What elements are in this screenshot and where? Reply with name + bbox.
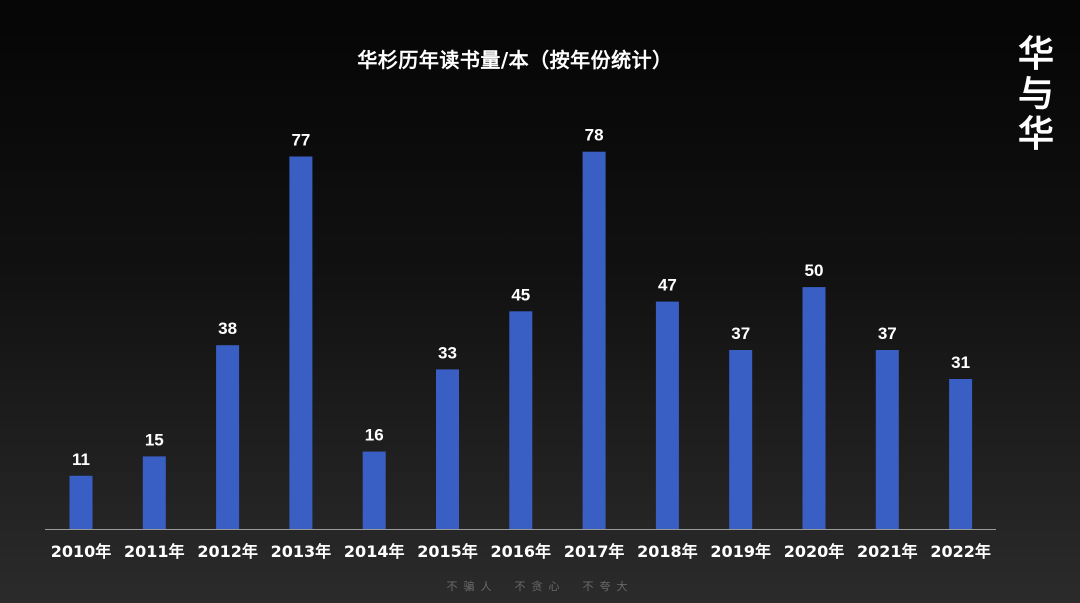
- bar-2010年: [69, 475, 93, 529]
- x-tick-label: 2012年: [197, 542, 258, 561]
- x-tick-label: 2021年: [857, 542, 918, 561]
- data-label: 78: [585, 126, 604, 145]
- x-tick-label: 2014年: [344, 542, 405, 561]
- data-label: 37: [878, 324, 897, 343]
- x-tick-label: 2015年: [417, 542, 478, 561]
- bar-2013年: [289, 156, 313, 529]
- bar-2011年: [142, 456, 166, 529]
- bar-2019年: [729, 350, 753, 529]
- chart-title: 华杉历年读书量/本（按年份统计）: [357, 48, 673, 72]
- category-labels-group: 2010年 2011年 2012年 2013年 2014年 2015年 2016年 2017年…: [51, 542, 991, 561]
- logo-char: 华: [1017, 33, 1054, 75]
- data-label: 77: [291, 131, 310, 150]
- bar-2018年: [655, 301, 679, 529]
- logo-char: 与: [1017, 73, 1054, 115]
- data-label: 45: [511, 285, 530, 304]
- x-tick-label: 2017年: [564, 542, 625, 561]
- data-label: 31: [951, 353, 970, 372]
- logo-char: 华: [1017, 113, 1054, 155]
- footer-slogan: 不骗人 不贪心 不夸大: [446, 580, 634, 593]
- bar-2015年: [436, 369, 459, 529]
- x-tick-label: 2013年: [271, 542, 332, 561]
- x-tick-label: 2019年: [710, 542, 771, 561]
- x-tick-label: 2020年: [784, 542, 845, 561]
- bar-2020年: [802, 287, 826, 529]
- brand-logo: 华 与 华: [1014, 34, 1058, 154]
- data-label: 37: [731, 324, 750, 343]
- bar-2016年: [509, 311, 533, 529]
- data-label: 38: [218, 319, 237, 338]
- data-label: 47: [658, 276, 677, 295]
- bar-2012年: [216, 345, 240, 529]
- bars-group: [69, 151, 973, 529]
- data-label: 16: [365, 426, 384, 445]
- bar-2022年: [949, 379, 973, 529]
- x-tick-label: 2018年: [637, 542, 698, 561]
- bar-2014年: [362, 451, 386, 529]
- data-label: 15: [145, 430, 164, 449]
- data-label: 33: [438, 343, 457, 362]
- data-label: 50: [805, 261, 824, 280]
- bar-2017年: [582, 151, 606, 529]
- bar-2021年: [875, 350, 899, 529]
- x-tick-label: 2022年: [930, 542, 991, 561]
- x-tick-label: 2016年: [491, 542, 552, 561]
- data-label: 11: [72, 450, 90, 469]
- x-tick-label: 2010年: [51, 542, 112, 561]
- x-tick-label: 2011年: [124, 542, 185, 561]
- value-labels-group: 11 15 38 77 16 33 45 78 47 37 50 37 31: [72, 126, 970, 469]
